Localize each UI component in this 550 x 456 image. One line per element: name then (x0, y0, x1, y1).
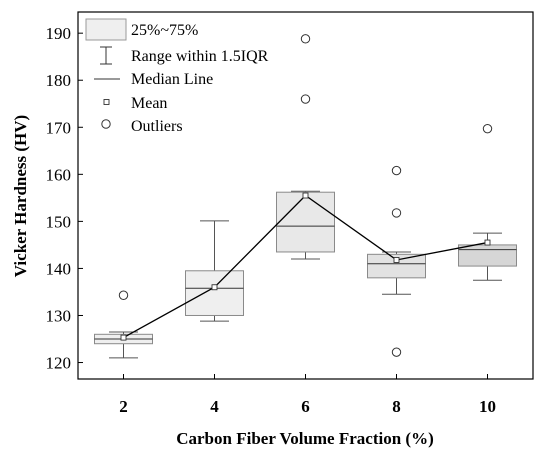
outlier-point (300, 34, 311, 44)
outlier-point (391, 208, 402, 218)
outlier-point (118, 290, 129, 300)
x-tick-label: 8 (392, 397, 401, 416)
legend-median-label: Median Line (131, 71, 213, 88)
mean-marker (393, 257, 400, 263)
outlier-point (482, 123, 493, 134)
x-tick-label: 10 (479, 397, 496, 416)
y-tick-label: 140 (46, 259, 72, 278)
y-tick-label: 180 (46, 71, 72, 90)
y-axis-ticks: 120 130 140 150 160 170 180 190 (46, 24, 83, 373)
y-tick-label: 120 (46, 354, 72, 373)
legend-box-label: 25%~75% (131, 22, 198, 39)
legend-mean-label: Mean (131, 95, 167, 112)
outlier-point (391, 165, 402, 176)
mean-marker (302, 192, 309, 199)
legend-outlier-label: Outliers (131, 118, 183, 135)
outlier-point (391, 347, 402, 357)
legend-mean-swatch (103, 99, 110, 105)
y-tick-label: 160 (46, 165, 72, 184)
x-axis-title: Carbon Fiber Volume Fraction (%) (176, 429, 434, 448)
chart-legend: 25%~75% Range within 1.5IQR Median Line … (85, 18, 269, 135)
box-group (367, 251, 426, 295)
box-group (458, 232, 517, 281)
iqr-box (458, 244, 517, 267)
legend-whisker-swatch (100, 46, 112, 65)
y-tick-label: 130 (46, 306, 72, 325)
x-tick-label: 6 (301, 397, 310, 416)
mean-markers (120, 192, 491, 341)
outlier-point (300, 94, 311, 104)
outlier-markers (118, 34, 493, 357)
iqr-box (185, 270, 244, 316)
legend-outlier-swatch (101, 119, 111, 129)
mean-marker (211, 284, 218, 291)
y-tick-label: 170 (46, 118, 72, 137)
legend-whisker-label: Range within 1.5IQR (131, 48, 269, 65)
iqr-box (367, 253, 426, 279)
y-axis-title: Vicker Hardness (HV) (11, 115, 30, 277)
x-axis-ticks: 2 4 6 8 10 (119, 374, 496, 416)
box-group (185, 220, 244, 322)
x-tick-label: 2 (119, 397, 128, 416)
y-tick-label: 150 (46, 212, 72, 231)
mean-marker (120, 334, 127, 341)
x-tick-label: 4 (210, 397, 219, 416)
box-group (276, 190, 335, 260)
y-tick-label: 190 (46, 24, 72, 43)
mean-marker (484, 239, 491, 246)
legend-box-swatch (85, 18, 127, 41)
iqr-box (276, 191, 335, 253)
